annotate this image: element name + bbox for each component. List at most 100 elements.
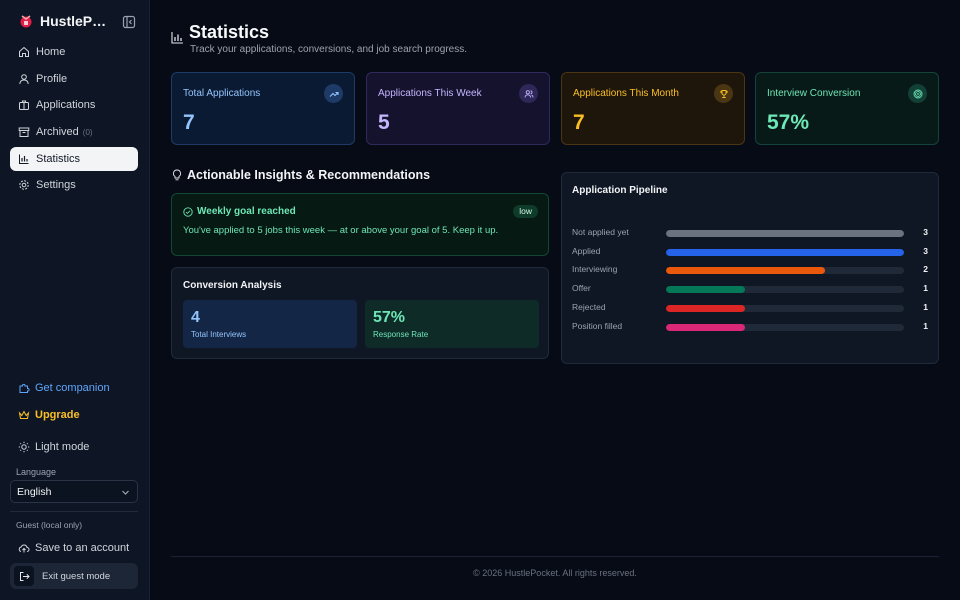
save-to-account-button[interactable]: Save to an account <box>18 540 129 556</box>
light-mode-label: Light mode <box>35 441 90 453</box>
chevron-down-icon <box>122 490 129 495</box>
trophy-icon <box>714 84 733 103</box>
sidebar-item-label: Home <box>36 46 66 58</box>
sidebar-item-settings[interactable]: Settings <box>10 173 138 197</box>
pipeline-bar-fill <box>666 248 904 256</box>
pipeline-bar-fill <box>666 323 746 331</box>
stat-value: 7 <box>573 111 585 134</box>
language-label: Language <box>16 467 57 477</box>
brand[interactable]: HustlePocket <box>18 11 138 31</box>
page-subtitle: Track your applications, conversions, an… <box>190 44 467 55</box>
upgrade-link[interactable]: Upgrade <box>18 407 80 423</box>
brand-name: HustlePocket <box>40 13 112 29</box>
check-circle-icon <box>183 206 193 217</box>
sidebar-item-label: Archived <box>36 126 79 139</box>
pipeline-row: Not applied yet 3 <box>572 226 930 240</box>
response-rate-value: 57% <box>373 309 406 326</box>
pipeline-row: Offer 1 <box>572 282 930 296</box>
get-companion-label: Get companion <box>35 382 110 394</box>
lightbulb-icon <box>173 169 181 181</box>
sidebar-item-statistics[interactable]: Statistics <box>10 146 138 171</box>
trending-up-icon <box>324 84 343 103</box>
total-interviews-box: 4 Total Interviews <box>183 300 357 348</box>
weekly-goal-card: Weekly goal reached low You've applied t… <box>171 193 549 256</box>
pipeline-row-label: Rejected <box>572 301 606 312</box>
insights-heading: Actionable Insights & Recommendations <box>172 168 430 182</box>
pipeline-bar-fill <box>666 304 746 312</box>
sidebar-item-label: Statistics <box>36 152 81 165</box>
goal-title-text: Weekly goal reached <box>197 206 296 217</box>
upgrade-label: Upgrade <box>35 409 80 421</box>
collapse-sidebar-icon[interactable] <box>122 15 136 29</box>
puzzle-icon <box>19 383 30 393</box>
sidebar-item-archived[interactable]: Archived (0) <box>10 120 138 144</box>
exit-guest-mode-button[interactable]: Exit guest mode <box>10 563 138 589</box>
footer-copyright: © 2026 HustlePocket. All rights reserved… <box>473 568 637 578</box>
sidebar-divider <box>10 511 138 512</box>
pipeline-bar-track <box>666 286 904 294</box>
pipeline-row: Applied 3 <box>572 245 930 259</box>
sun-icon <box>18 441 30 453</box>
pipeline-bar-track <box>666 230 904 237</box>
insights-title: Actionable Insights & Recommendations <box>187 168 431 182</box>
language-select[interactable]: English <box>10 480 138 503</box>
pipeline-bar-track <box>666 323 904 331</box>
stat-value: 7 <box>183 111 195 134</box>
conversion-analysis-card: Conversion Analysis 4 Total Interviews 5… <box>171 267 549 359</box>
exit-guest-mode-label: Exit guest mode <box>42 570 111 582</box>
sidebar-item-applications[interactable]: Applications <box>10 93 138 117</box>
gear-icon <box>19 180 29 191</box>
conversion-title: Conversion Analysis <box>183 280 282 291</box>
pipeline-row-label: Applied <box>572 245 601 256</box>
footer-divider <box>171 556 939 557</box>
pipeline-title: Application Pipeline <box>572 185 668 196</box>
pipeline-row-label: Interviewing <box>572 264 618 275</box>
guest-label: Guest (local only) <box>16 520 83 530</box>
get-companion-link[interactable]: Get companion <box>18 380 110 396</box>
bar-chart-icon <box>19 154 29 164</box>
response-rate-box: 57% Response Rate <box>365 300 539 348</box>
pipeline-bar-fill <box>666 267 825 275</box>
target-icon <box>908 84 927 103</box>
pipeline-bar-track <box>666 248 904 256</box>
stat-label: Interview Conversion <box>767 88 861 99</box>
pipeline-bar-track <box>666 267 904 275</box>
light-mode-toggle[interactable]: Light mode <box>18 439 89 455</box>
pipeline-row-count: 3 <box>923 227 928 237</box>
sidebar-item-label: Applications <box>36 99 96 112</box>
application-pipeline-card: Application Pipeline Not applied yet 3 App… <box>561 172 939 364</box>
language-value: English <box>17 485 52 498</box>
sidebar-nav: Home Profile Applications Archived (0) S… <box>10 40 138 200</box>
stat-value: 57% <box>767 111 810 134</box>
pipeline-row-label: Not applied yet <box>572 227 629 237</box>
stat-label: Applications This Week <box>378 88 482 99</box>
pipeline-row: Interviewing 2 <box>572 263 930 277</box>
save-to-account-label: Save to an account <box>35 542 130 554</box>
home-icon <box>19 46 29 57</box>
pipeline-bar-fill <box>666 286 746 294</box>
user-icon <box>19 73 29 84</box>
crown-icon <box>18 410 30 419</box>
stat-card-applications-week: Applications This Week 5 <box>366 72 550 145</box>
stat-label: Total Applications <box>183 88 261 99</box>
brand-logo-icon <box>20 15 32 28</box>
stat-value: 5 <box>378 111 390 134</box>
goal-title: Weekly goal reached <box>183 206 296 217</box>
sidebar-item-home[interactable]: Home <box>10 40 138 64</box>
sidebar-item-label: Profile <box>36 72 68 85</box>
pipeline-row: Rejected 1 <box>572 301 930 315</box>
pipeline-row-count: 1 <box>923 301 928 312</box>
priority-badge: low <box>513 205 538 218</box>
logout-icon <box>14 566 34 586</box>
sidebar-item-profile[interactable]: Profile <box>10 67 138 91</box>
pipeline-row-count: 3 <box>923 245 928 256</box>
sidebar: HustlePocket Home Profile Applications A… <box>0 0 150 600</box>
response-rate-label: Response Rate <box>373 330 429 339</box>
sidebar-item-label: Settings <box>36 179 76 192</box>
pipeline-bar-track <box>666 304 904 312</box>
total-interviews-label: Total Interviews <box>191 330 247 339</box>
pipeline-row-count: 1 <box>923 283 928 294</box>
pipeline-row-label: Position filled <box>572 320 623 331</box>
page-title: Statistics <box>189 22 270 42</box>
goal-message: You've applied to 5 jobs this week — at … <box>183 225 499 236</box>
